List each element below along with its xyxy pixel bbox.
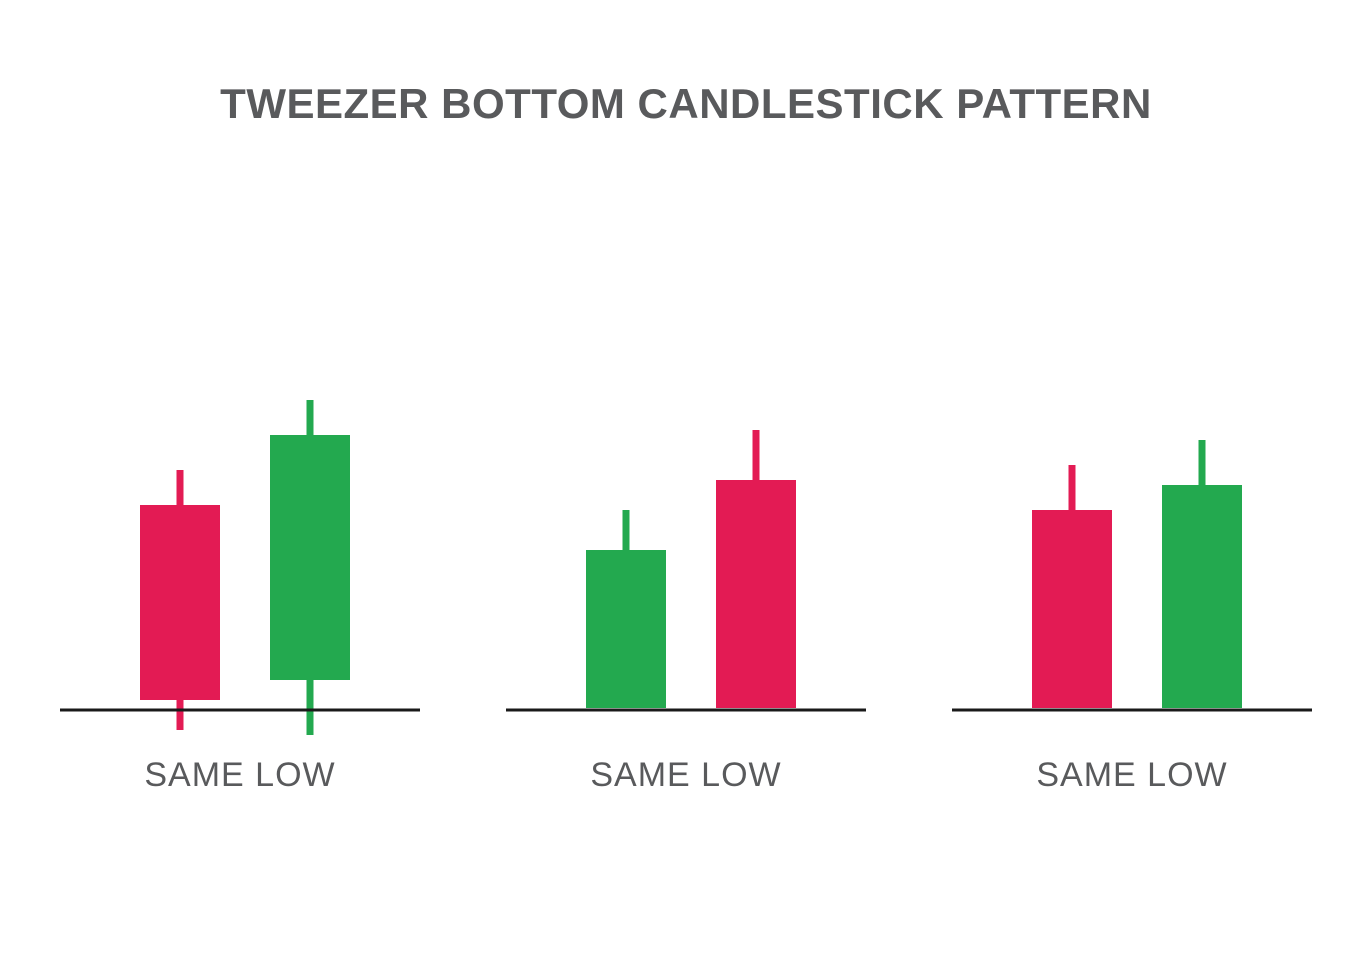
candlestick-chart <box>60 390 420 750</box>
candlestick-chart <box>506 390 866 750</box>
panel-caption: SAME LOW <box>60 756 420 795</box>
candle-body <box>1162 485 1242 708</box>
candlestick-panel: SAME LOW <box>60 390 420 795</box>
panel-caption: SAME LOW <box>506 756 866 795</box>
candle-body <box>716 480 796 708</box>
diagram-canvas: TWEEZER BOTTOM CANDLESTICK PATTERN SAME … <box>0 0 1372 980</box>
candle-body <box>270 435 350 680</box>
candlestick-chart <box>952 390 1312 750</box>
baseline <box>506 709 866 712</box>
candle-body <box>1032 510 1112 708</box>
candle-body <box>140 505 220 700</box>
baseline <box>952 709 1312 712</box>
candlestick-panel: SAME LOW <box>506 390 866 795</box>
candlestick-panel: SAME LOW <box>952 390 1312 795</box>
panel-caption: SAME LOW <box>952 756 1312 795</box>
page-title: TWEEZER BOTTOM CANDLESTICK PATTERN <box>0 80 1372 128</box>
baseline <box>60 709 420 712</box>
candle-body <box>586 550 666 708</box>
